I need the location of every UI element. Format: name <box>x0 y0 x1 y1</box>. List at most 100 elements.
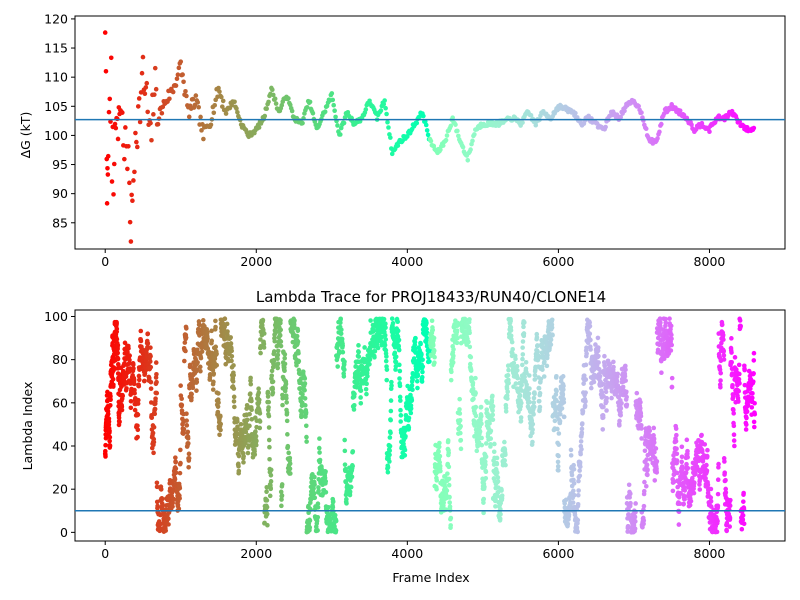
data-point <box>737 318 743 323</box>
data-point <box>681 501 686 507</box>
data-point <box>482 484 487 490</box>
data-point <box>198 368 203 374</box>
data-point <box>282 368 287 374</box>
data-point <box>228 341 234 346</box>
data-point <box>342 437 347 443</box>
data-point <box>495 475 501 480</box>
data-point <box>520 339 526 344</box>
data-point <box>668 348 674 353</box>
data-point <box>708 504 714 509</box>
data-point <box>248 381 254 387</box>
data-point <box>217 89 222 94</box>
data-point <box>299 413 304 418</box>
data-point <box>393 354 399 360</box>
data-point <box>248 375 253 381</box>
data-point <box>288 471 293 476</box>
data-point <box>105 411 111 417</box>
data-point <box>526 395 531 401</box>
data-point <box>643 126 649 132</box>
x-tick-label: 0 <box>101 546 109 561</box>
data-point <box>628 491 633 497</box>
data-point <box>704 453 710 459</box>
data-point <box>583 398 588 404</box>
data-point <box>292 324 297 330</box>
data-point <box>654 470 660 475</box>
data-point <box>457 407 462 412</box>
data-point <box>211 110 217 116</box>
data-point <box>532 377 538 382</box>
data-point <box>737 119 742 124</box>
data-point <box>642 448 648 454</box>
data-point <box>619 400 624 406</box>
data-point <box>266 405 271 410</box>
data-point <box>135 401 141 406</box>
data-point <box>152 411 158 417</box>
data-point <box>548 342 554 347</box>
data-point <box>467 344 473 350</box>
data-point <box>330 499 336 504</box>
data-point <box>214 362 220 368</box>
data-point <box>456 133 461 139</box>
data-point <box>731 407 736 413</box>
data-point <box>194 379 200 385</box>
data-point <box>715 518 720 524</box>
data-point <box>139 70 145 76</box>
data-point <box>395 328 401 334</box>
data-point <box>124 386 129 391</box>
data-point <box>554 398 560 404</box>
data-point <box>114 326 120 332</box>
data-point <box>356 354 362 359</box>
data-point <box>259 322 265 328</box>
data-point <box>287 466 293 472</box>
data-point <box>609 395 614 401</box>
data-point <box>383 337 389 342</box>
data-point <box>390 321 396 326</box>
data-point <box>365 373 370 379</box>
data-point <box>151 112 156 117</box>
data-point <box>286 96 291 101</box>
data-point <box>535 357 541 363</box>
data-point <box>367 361 372 367</box>
data-point <box>532 372 538 378</box>
data-point <box>148 379 154 385</box>
data-point <box>275 356 280 361</box>
data-point <box>571 466 577 472</box>
data-point <box>218 414 223 419</box>
data-point <box>673 438 679 444</box>
data-point <box>181 426 187 432</box>
data-point <box>663 316 668 322</box>
data-point <box>389 316 395 321</box>
y-tick-label: 40 <box>52 439 68 454</box>
data-point <box>669 375 675 381</box>
data-point <box>641 488 647 494</box>
data-point <box>287 461 293 466</box>
data-point <box>228 335 233 340</box>
data-point <box>717 367 723 373</box>
data-point <box>235 419 240 424</box>
data-point <box>201 136 206 142</box>
data-point <box>245 417 250 423</box>
data-point <box>326 504 331 510</box>
data-point <box>578 439 584 444</box>
data-point <box>424 326 429 332</box>
data-point <box>716 461 721 467</box>
data-point <box>488 436 494 441</box>
data-point <box>279 493 285 498</box>
data-point <box>106 419 112 424</box>
data-point <box>604 408 609 413</box>
data-point <box>189 395 194 400</box>
data-point <box>737 381 742 386</box>
data-point <box>430 327 436 333</box>
data-point <box>302 387 307 393</box>
data-point <box>258 350 263 356</box>
data-point <box>648 457 653 462</box>
data-point <box>211 379 216 385</box>
data-point <box>316 445 322 451</box>
data-point <box>231 363 236 368</box>
data-point <box>147 359 153 364</box>
data-point <box>536 398 542 404</box>
data-point <box>744 422 749 427</box>
data-point <box>177 485 183 491</box>
data-point <box>440 143 446 148</box>
